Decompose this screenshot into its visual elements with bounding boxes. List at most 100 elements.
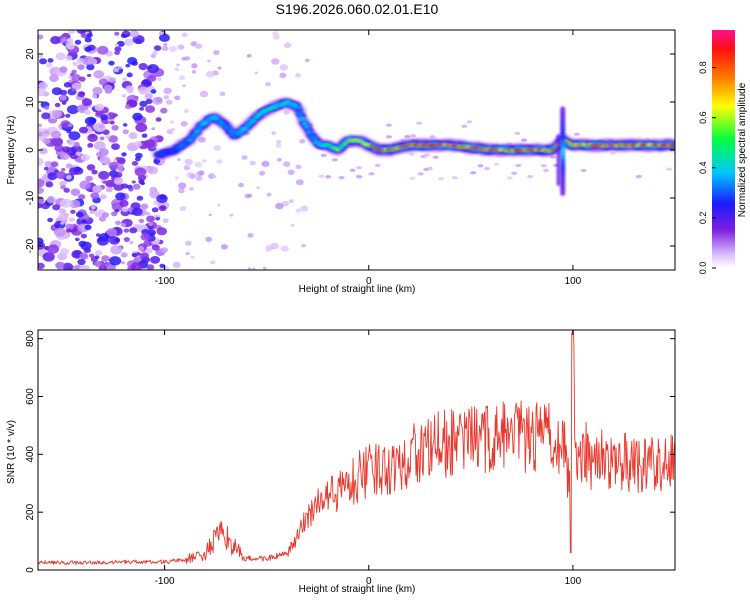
- noise-blob: [47, 58, 54, 63]
- ridge-core: [257, 113, 262, 116]
- noise-blob: [114, 238, 121, 243]
- noise-blob: [84, 36, 92, 43]
- noise-blob: [113, 67, 120, 73]
- noise-blob: [120, 223, 127, 228]
- noise-blob: [151, 244, 160, 251]
- noise-blob: [70, 209, 76, 214]
- ridge-core: [205, 119, 211, 122]
- noise-blob: [276, 139, 282, 144]
- noise-blob: [189, 187, 194, 191]
- noise-blob: [89, 182, 94, 186]
- noise-blob: [67, 30, 76, 35]
- noise-blob: [98, 170, 110, 180]
- noise-blob: [256, 186, 260, 189]
- noise-blob: [63, 82, 71, 88]
- noise-blob: [68, 131, 81, 141]
- y-tick-label: 200: [25, 503, 36, 520]
- noise-blob: [514, 131, 521, 135]
- noise-blob: [275, 143, 282, 148]
- noise-blob: [156, 227, 168, 236]
- ridge-core: [486, 147, 491, 150]
- noise-blob: [179, 206, 187, 212]
- colorbar-tick-label: 0.8: [698, 61, 708, 74]
- noise-blob: [106, 228, 118, 237]
- noise-blob: [72, 82, 82, 91]
- noise-blob: [63, 187, 70, 193]
- noise-blob: [146, 215, 155, 223]
- noise-blob: [54, 144, 64, 152]
- noise-blob: [138, 86, 149, 95]
- noise-blob: [86, 63, 95, 71]
- noise-blob: [261, 160, 270, 167]
- snr-ylabel: SNR (10 * v/v): [6, 420, 17, 484]
- noise-blob: [180, 121, 188, 127]
- noise-blob: [98, 78, 108, 86]
- noise-blob: [123, 228, 130, 233]
- noise-blob: [75, 211, 84, 218]
- noise-blob: [87, 143, 94, 148]
- noise-blob: [216, 203, 221, 207]
- noise-blob: [91, 94, 98, 99]
- noise-blob: [50, 130, 62, 139]
- noise-blob: [159, 33, 170, 42]
- noise-blob: [79, 252, 88, 260]
- noise-blob: [178, 188, 185, 194]
- noise-blob: [432, 155, 439, 159]
- noise-blob: [252, 267, 256, 270]
- noise-blob: [451, 176, 458, 180]
- noise-blob: [213, 50, 220, 56]
- noise-blob: [87, 133, 98, 142]
- ridge-core: [571, 145, 577, 148]
- noise-blob: [171, 127, 176, 131]
- noise-blob: [120, 261, 126, 265]
- ridge-core: [300, 116, 305, 119]
- noise-blob: [295, 179, 304, 186]
- noise-blob: [61, 101, 67, 105]
- noise-blob: [54, 102, 61, 108]
- noise-blob: [111, 211, 118, 217]
- spectrogram-ylabel: Frequency (Hz): [6, 116, 17, 185]
- noise-blob: [39, 58, 47, 65]
- ridge-core: [304, 125, 309, 128]
- ridge-core: [567, 141, 572, 144]
- noise-blob: [429, 135, 436, 139]
- ridge-core: [569, 143, 574, 146]
- noise-blob: [156, 194, 168, 204]
- x-tick-label: 0: [366, 576, 372, 587]
- noise-blob: [38, 262, 45, 270]
- noise-blob: [38, 157, 44, 166]
- noise-blob: [105, 179, 115, 188]
- noise-blob: [114, 46, 122, 52]
- noise-blob: [283, 109, 290, 115]
- noise-blob: [59, 35, 64, 40]
- noise-blob: [83, 56, 95, 65]
- burst-segment: [560, 106, 566, 112]
- ridge-core: [198, 126, 204, 129]
- noise-blob: [199, 90, 209, 98]
- noise-blob: [145, 247, 153, 254]
- noise-blob: [300, 205, 309, 212]
- noise-blob: [550, 155, 556, 159]
- noise-blob: [280, 245, 289, 252]
- ridge-core: [273, 106, 278, 109]
- noise-blob: [65, 113, 71, 118]
- ridge-core: [259, 110, 264, 113]
- noise-blob: [45, 181, 53, 188]
- noise-blob: [580, 168, 587, 173]
- noise-blob: [139, 100, 148, 108]
- snr-plot-area: [38, 330, 675, 570]
- noise-blob: [44, 161, 54, 168]
- noise-blob: [38, 123, 43, 128]
- noise-blob: [111, 124, 119, 131]
- noise-blob: [75, 237, 80, 242]
- ridge-core: [176, 147, 181, 150]
- noise-blob: [114, 43, 120, 47]
- noise-blob: [135, 156, 141, 162]
- noise-blob: [182, 84, 186, 88]
- noise-blob: [151, 207, 159, 213]
- ridge-core: [358, 139, 363, 142]
- noise-blob: [666, 167, 673, 171]
- burst-segment: [556, 134, 561, 139]
